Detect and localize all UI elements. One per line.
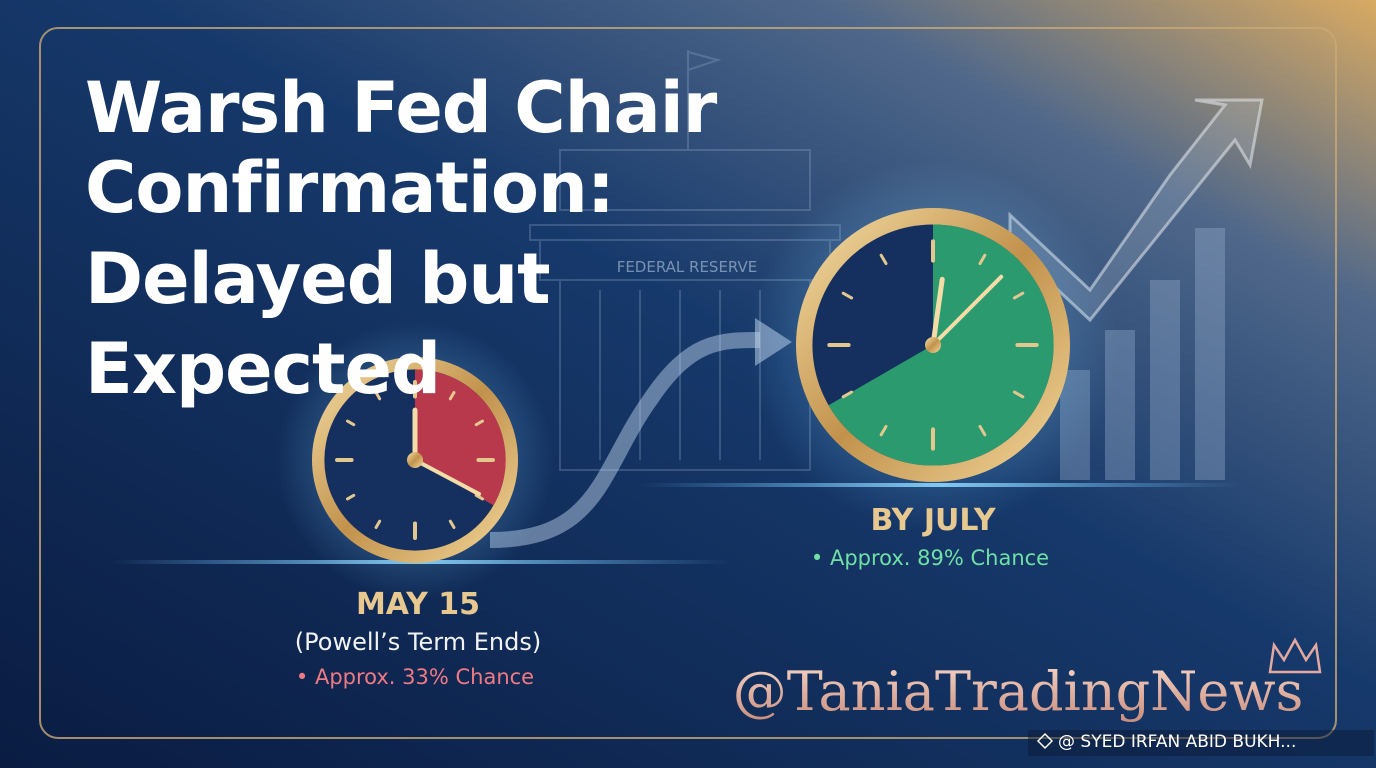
clock-tick [345, 493, 356, 501]
credit: @ SYED IRFAN ABID BUKH... [1058, 732, 1296, 752]
clock-pin [407, 452, 423, 468]
connector-arrow [489, 332, 761, 548]
clock-pin [925, 337, 941, 353]
credit-icon [1036, 732, 1054, 750]
building-label: FEDERAL RESERVE [617, 258, 758, 276]
clock-tick [448, 519, 456, 530]
milestone-note: (Powell’s Term Ends) [295, 628, 541, 656]
clock-tick [978, 424, 987, 437]
milestone-date: MAY 15 [356, 587, 480, 622]
clock-hand [931, 274, 1004, 347]
credit-bg [1028, 730, 1374, 756]
clock-tick [374, 390, 382, 401]
title-line: Delayed but [85, 238, 550, 320]
clock-tick [1012, 291, 1025, 300]
clock-tick [978, 253, 987, 266]
milestone-date: BY JULY [870, 503, 996, 538]
milestone-chance: • Approx. 33% Chance [296, 665, 534, 689]
clock-tick [374, 519, 382, 530]
title-line: Confirmation: [85, 147, 614, 229]
clock-tick [1012, 390, 1025, 399]
clock-wedge [828, 224, 1054, 466]
clock-tick [345, 419, 356, 427]
clock-tick [841, 390, 854, 399]
clock-hand [930, 276, 945, 348]
clock-hand [413, 458, 482, 497]
title-line: Expected [85, 328, 440, 410]
clock-tick [448, 390, 456, 401]
clock-tick [841, 291, 854, 300]
clock-tick [879, 424, 888, 437]
clock-tick [879, 253, 888, 266]
milestone-chance: • Approx. 89% Chance [811, 546, 1049, 570]
clock-tick [474, 419, 485, 427]
watermark: @TaniaTradingNews [733, 660, 1304, 723]
clock-tick [474, 493, 485, 501]
frame [39, 27, 1337, 739]
crown-icon [1268, 637, 1322, 674]
title-line: Warsh Fed Chair [85, 67, 718, 149]
